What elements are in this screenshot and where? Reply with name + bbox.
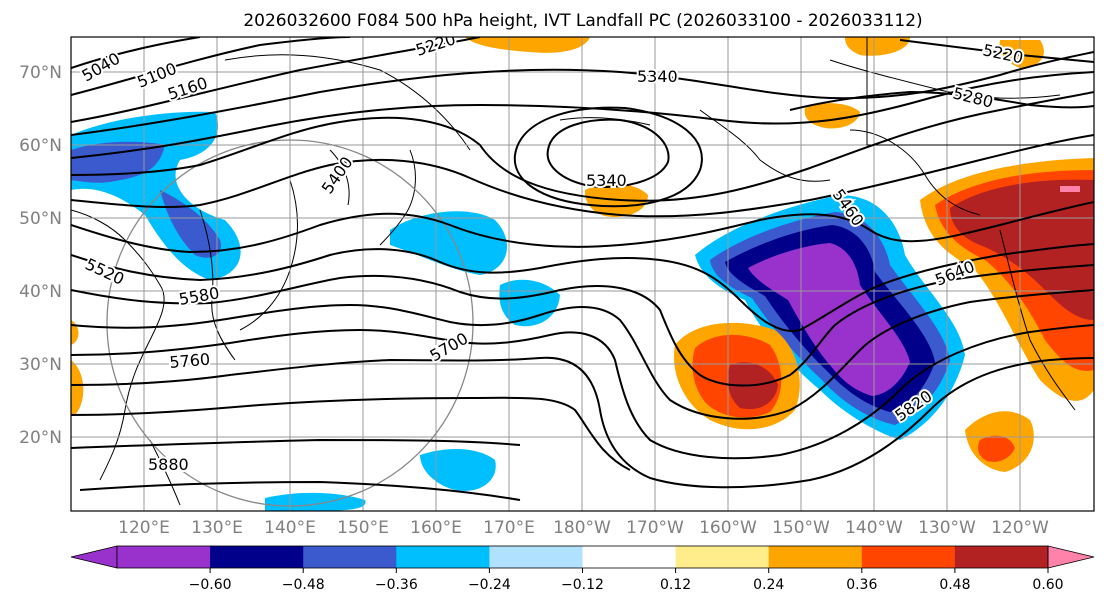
map-frame xyxy=(70,36,1095,512)
colorbar-tick-label: 0.60 xyxy=(1032,577,1063,593)
colorbar-tick-label: 0.12 xyxy=(660,577,691,593)
lon-label: 130°W xyxy=(918,518,976,538)
colorbar-cell xyxy=(768,546,863,568)
lat-label: 50°N xyxy=(19,209,62,229)
colorbar-tick-label: −0.24 xyxy=(468,577,511,593)
colorbar: −0.60 −0.48 −0.36 −0.24 −0.12 0.12 0.24 0.36 0.4… xyxy=(70,545,1095,593)
colorbar-tick-label: −0.36 xyxy=(375,577,418,593)
contour-label: 5760 xyxy=(169,350,211,372)
colorbar-tick-label: −0.48 xyxy=(282,577,325,593)
latitude-labels: 70°N 60°N 50°N 40°N 30°N 20°N xyxy=(19,63,62,448)
colorbar-cell xyxy=(117,546,211,568)
lon-label: 150°W xyxy=(772,518,830,538)
lat-label: 60°N xyxy=(19,136,62,156)
colorbar-cell xyxy=(675,546,770,568)
colorbar-cells xyxy=(117,546,1049,568)
lat-label: 20°N xyxy=(19,428,62,448)
lat-label: 30°N xyxy=(19,355,62,375)
lon-label: 170°E xyxy=(483,518,535,538)
colorbar-cell xyxy=(954,546,1049,568)
colorbar-tick-label: −0.12 xyxy=(561,577,604,593)
lon-label: 160°W xyxy=(699,518,757,538)
colorbar-cell xyxy=(861,546,956,568)
colorbar-cell xyxy=(396,546,490,568)
map-title: 2026032600 F084 500 hPa height, IVT Land… xyxy=(243,11,922,31)
colorbar-cell xyxy=(582,546,677,568)
domain-box xyxy=(866,37,1094,146)
lon-label: 150°E xyxy=(337,518,389,538)
lon-label: 180°W xyxy=(553,518,611,538)
contour-label: 5340 xyxy=(586,171,627,190)
colorbar-tick-label: −0.60 xyxy=(189,577,232,593)
colorbar-under-arrow xyxy=(70,545,118,569)
height-contours xyxy=(71,37,1094,501)
map-panel: 5040 5100 5160 5220 5220 5340 5280 5340 … xyxy=(71,37,1094,511)
colorbar-over-arrow xyxy=(1047,545,1095,569)
lon-label: 120°W xyxy=(991,518,1049,538)
colorbar-ticks: −0.60 −0.48 −0.36 −0.24 −0.12 0.12 0.24 0.36 0.4… xyxy=(189,568,1064,593)
lon-label: 170°W xyxy=(626,518,684,538)
lon-label: 160°E xyxy=(410,518,462,538)
contour-label: 5340 xyxy=(637,67,678,86)
colorbar-cell xyxy=(303,546,397,568)
lat-label: 70°N xyxy=(19,63,62,83)
lat-label: 40°N xyxy=(19,282,62,302)
colorbar-tick-label: 0.36 xyxy=(846,577,877,593)
longitude-labels: 120°E 130°E 140°E 150°E 160°E 170°E 180°… xyxy=(118,518,1049,538)
lon-label: 140°W xyxy=(845,518,903,538)
lon-label: 120°E xyxy=(118,518,170,538)
contour-label: 5880 xyxy=(148,455,189,474)
ivt-negative-shading xyxy=(71,111,965,511)
lon-label: 140°E xyxy=(264,518,316,538)
reference-circle xyxy=(106,139,474,507)
colorbar-cell xyxy=(489,546,583,568)
colorbar-cell xyxy=(210,546,304,568)
lon-label: 130°E xyxy=(191,518,243,538)
colorbar-tick-label: 0.48 xyxy=(939,577,970,593)
colorbar-tick-label: 0.24 xyxy=(753,577,784,593)
